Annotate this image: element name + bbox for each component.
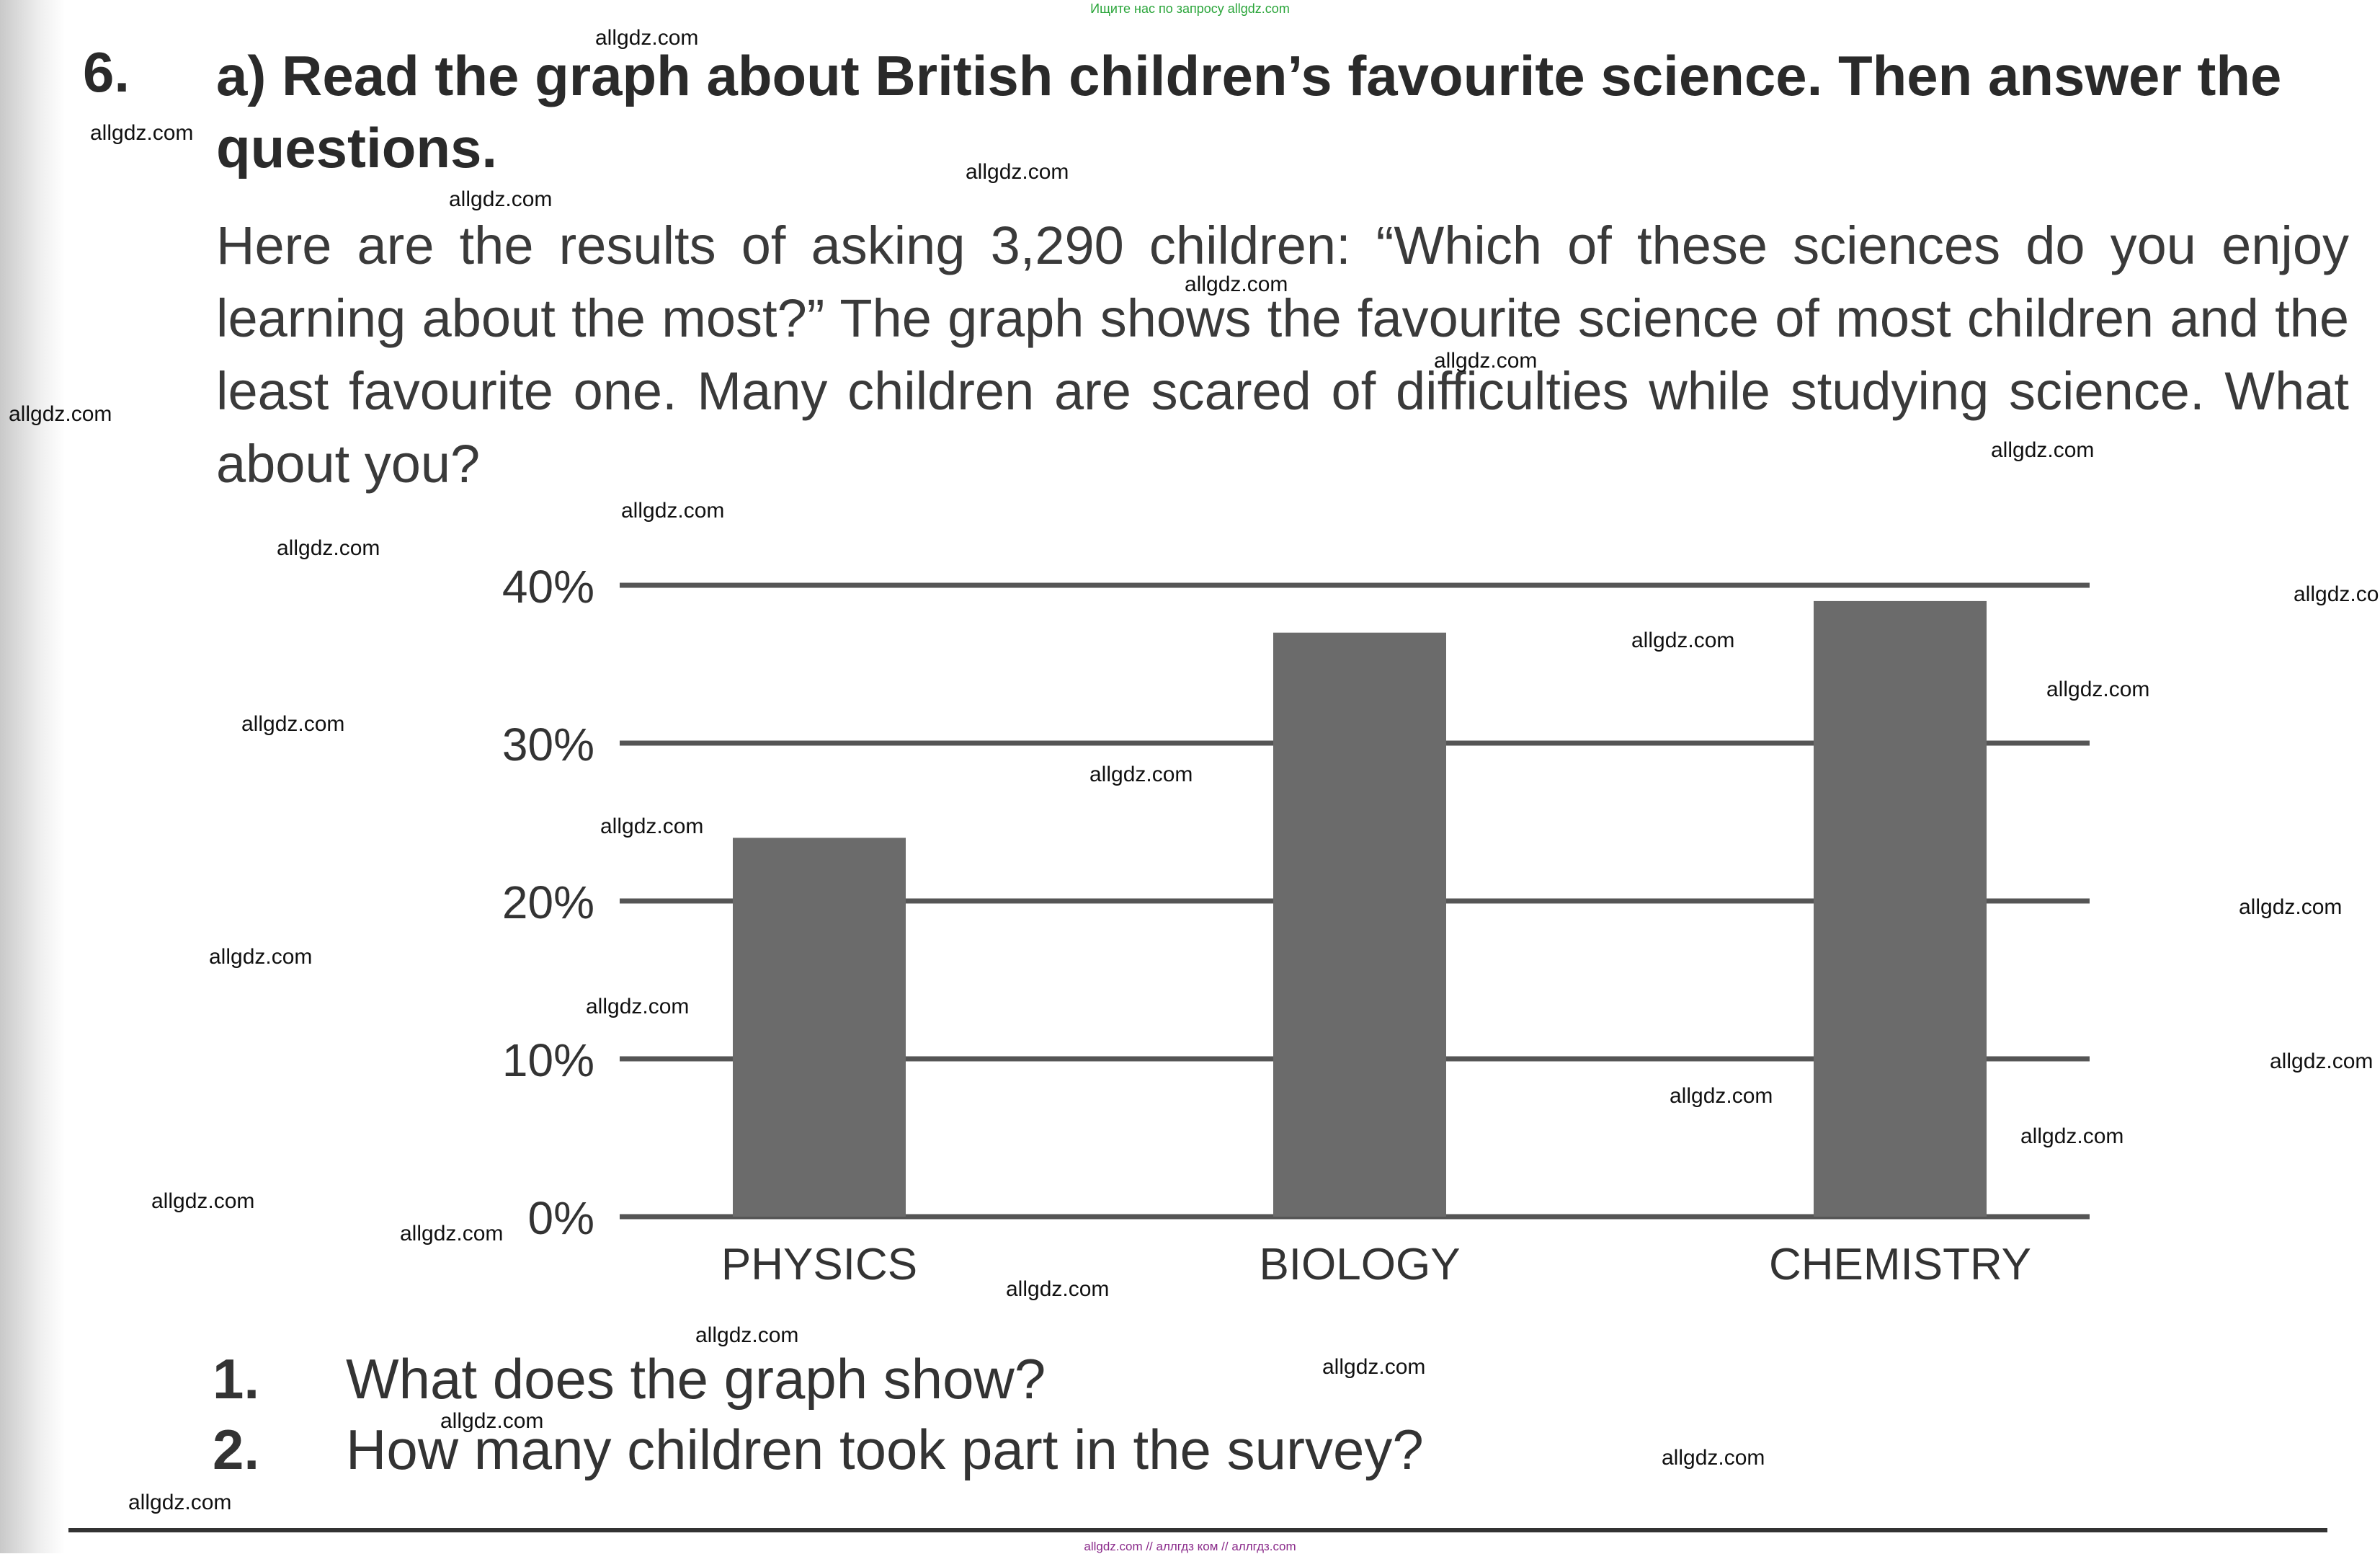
- bar-biology: [1273, 632, 1446, 1217]
- watermark: allgdz.com: [621, 499, 725, 523]
- y-tick-label: 0%: [528, 1192, 595, 1244]
- watermark: allgdz.com: [151, 1189, 255, 1213]
- watermark: allgdz.com: [209, 945, 313, 969]
- bar-physics: [733, 838, 906, 1217]
- watermark: allgdz.com: [595, 26, 699, 50]
- watermark: allgdz.com: [1089, 763, 1193, 786]
- watermark: allgdz.com: [400, 1222, 504, 1246]
- x-category-label: CHEMISTRY: [1769, 1240, 2031, 1289]
- y-tick-label: 40%: [502, 561, 594, 613]
- watermark: allgdz.com: [1322, 1355, 1426, 1379]
- watermark: allgdz.com: [966, 160, 1069, 184]
- y-tick-label: 30%: [502, 719, 594, 771]
- question-2: 2. How many children took part in the sur…: [213, 1417, 1424, 1483]
- watermark: allgdz.com: [1185, 272, 1288, 296]
- watermark: allgdz.com: [241, 712, 345, 736]
- watermark: allgdz.com: [1670, 1084, 1773, 1108]
- y-tick-label: 10%: [502, 1034, 594, 1086]
- exercise-intro: Here are the results of asking 3,290 chi…: [216, 216, 2349, 494]
- watermark: allgdz.com: [2239, 895, 2343, 919]
- watermark: allgdz.com: [1434, 349, 1538, 373]
- watermark: allgdz.com: [2020, 1124, 2124, 1148]
- question-1-number: 1.: [213, 1347, 260, 1411]
- top-site-note: Ищите нас по запросу allgdz.com: [1090, 1, 1290, 16]
- y-tick-label: 20%: [502, 876, 594, 928]
- watermark: allgdz.com: [2270, 1049, 2374, 1073]
- watermark: allgdz.com: [1006, 1277, 1110, 1301]
- watermark: allgdz.com: [9, 402, 112, 426]
- watermark: allgdz.com: [90, 121, 194, 145]
- watermark: allgdz.com: [1662, 1446, 1765, 1470]
- watermark: allgdz.com: [449, 187, 553, 211]
- watermark: allgdz.com: [2046, 678, 2150, 701]
- question-1: 1. What does the graph show?: [213, 1346, 1046, 1412]
- watermark: allgdz.com: [277, 536, 380, 560]
- watermark: allgdz.com: [600, 814, 704, 838]
- exercise-title: a) Read the graph about British children…: [216, 44, 2282, 179]
- watermark: allgdz.com: [1631, 629, 1735, 652]
- bottom-rule: [68, 1528, 2327, 1532]
- watermark: allgdz.com: [1991, 438, 2095, 462]
- question-1-text: What does the graph show?: [346, 1347, 1046, 1411]
- watermark: allgdz.com: [695, 1323, 799, 1347]
- watermark: allgdz.com: [128, 1491, 232, 1514]
- bar-chemistry: [1814, 600, 1987, 1217]
- exercise-number: 6.: [83, 40, 130, 104]
- question-2-number: 2.: [213, 1418, 260, 1481]
- x-category-label: BIOLOGY: [1259, 1240, 1460, 1289]
- page-edge-shadow: [0, 0, 65, 1553]
- watermark: allgdz.com: [440, 1409, 544, 1433]
- x-category-label: PHYSICS: [721, 1240, 917, 1289]
- bottom-site-note: allgdz.com // аллгдз ком // аллгдз.com: [1084, 1540, 1296, 1553]
- watermark: allgdz.com: [2294, 582, 2380, 606]
- watermark: allgdz.com: [586, 995, 690, 1018]
- question-2-text: How many children took part in the surve…: [346, 1418, 1424, 1481]
